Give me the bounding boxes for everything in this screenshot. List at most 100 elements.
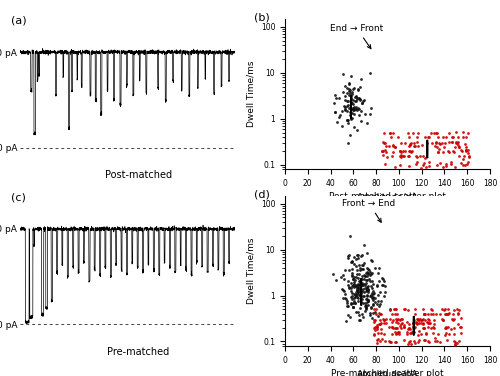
- Point: [352, 276, 360, 282]
- Point: [352, 93, 360, 99]
- Point: [362, 305, 370, 311]
- Point: [430, 130, 438, 136]
- Point: [352, 107, 360, 113]
- Point: [413, 134, 421, 140]
- Point: [350, 294, 358, 300]
- Point: [341, 267, 349, 273]
- Point: [350, 107, 358, 113]
- Point: [405, 147, 413, 153]
- Point: [419, 321, 427, 327]
- Point: [362, 268, 370, 274]
- Point: [364, 283, 372, 289]
- Point: [371, 296, 379, 302]
- Point: [370, 291, 378, 297]
- Point: [431, 338, 439, 344]
- Point: [346, 288, 354, 294]
- Point: [360, 300, 368, 306]
- Point: [352, 282, 360, 288]
- Point: [360, 97, 368, 103]
- Point: [356, 96, 364, 102]
- Point: [376, 302, 384, 308]
- Point: [349, 105, 357, 111]
- Point: [448, 139, 456, 145]
- Point: [358, 299, 366, 305]
- Point: [364, 298, 372, 304]
- Point: [402, 139, 409, 146]
- Point: [458, 133, 466, 139]
- Point: [392, 144, 400, 150]
- Point: [356, 292, 364, 298]
- Point: [354, 285, 362, 291]
- Point: [372, 306, 380, 312]
- Point: [374, 265, 382, 271]
- Point: [405, 340, 413, 346]
- Point: [344, 99, 352, 105]
- Point: [356, 305, 364, 311]
- Point: [372, 311, 380, 317]
- Point: [412, 153, 420, 159]
- Point: [388, 324, 396, 330]
- Point: [448, 139, 456, 145]
- Point: [414, 339, 422, 345]
- Point: [434, 144, 442, 150]
- Point: [380, 130, 388, 136]
- Point: [358, 262, 366, 268]
- Point: [400, 306, 408, 312]
- Point: [349, 276, 357, 282]
- Point: [381, 283, 389, 289]
- Point: [378, 282, 386, 288]
- Point: [358, 273, 366, 279]
- Text: Post-matched: Post-matched: [104, 170, 172, 180]
- Point: [366, 70, 374, 76]
- Point: [358, 288, 366, 294]
- Point: [444, 130, 452, 136]
- Point: [450, 324, 458, 331]
- Point: [389, 317, 397, 323]
- Point: [397, 316, 405, 322]
- Point: [347, 300, 355, 306]
- Point: [409, 130, 417, 136]
- Point: [348, 283, 356, 289]
- Point: [346, 88, 354, 94]
- Point: [448, 161, 456, 167]
- Point: [356, 265, 364, 271]
- Point: [356, 278, 364, 284]
- Point: [440, 325, 448, 331]
- Point: [452, 139, 460, 145]
- Text: Front → End: Front → End: [342, 199, 396, 222]
- Point: [346, 116, 354, 122]
- Point: [373, 340, 381, 346]
- Point: [442, 306, 450, 312]
- Point: [354, 287, 362, 293]
- Point: [364, 288, 372, 294]
- Point: [450, 338, 458, 344]
- Point: [350, 94, 358, 100]
- Point: [389, 143, 397, 149]
- Text: (a): (a): [12, 16, 27, 26]
- Point: [404, 341, 412, 347]
- Point: [376, 311, 384, 317]
- Point: [370, 317, 378, 323]
- Point: [411, 340, 419, 346]
- Point: [440, 311, 448, 317]
- Point: [420, 337, 428, 343]
- Point: [338, 286, 346, 292]
- Point: [345, 105, 353, 111]
- Point: [376, 317, 384, 323]
- Point: [346, 109, 354, 115]
- Point: [394, 134, 402, 140]
- Point: [340, 106, 348, 112]
- Point: [429, 311, 437, 317]
- Point: [376, 321, 384, 327]
- Point: [369, 302, 377, 308]
- Point: [350, 279, 358, 285]
- Point: [436, 141, 444, 147]
- Point: [369, 310, 377, 316]
- Point: [372, 282, 380, 288]
- Point: [344, 255, 352, 261]
- Point: [356, 282, 364, 288]
- Point: [432, 335, 440, 341]
- Point: [400, 324, 408, 330]
- Point: [392, 331, 400, 337]
- Point: [357, 288, 365, 294]
